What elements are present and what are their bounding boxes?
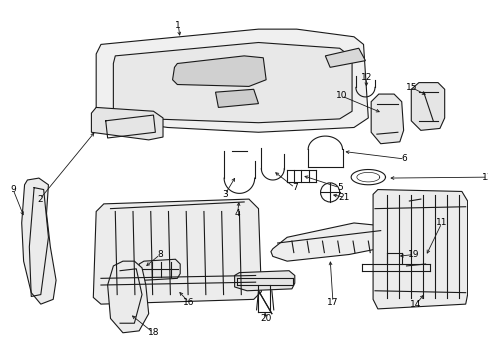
Text: 8: 8: [157, 250, 163, 259]
Text: 10: 10: [335, 91, 346, 100]
Text: 6: 6: [401, 154, 407, 163]
Text: 20: 20: [260, 314, 271, 323]
Polygon shape: [139, 259, 180, 280]
Text: 7: 7: [291, 183, 297, 192]
Polygon shape: [93, 199, 261, 304]
Polygon shape: [215, 89, 258, 107]
Polygon shape: [107, 261, 148, 333]
Polygon shape: [113, 42, 351, 123]
Text: 21: 21: [338, 193, 349, 202]
Text: 9: 9: [10, 185, 16, 194]
Text: 2: 2: [37, 195, 42, 204]
Text: 3: 3: [222, 190, 227, 199]
Polygon shape: [234, 271, 294, 291]
Text: 5: 5: [336, 183, 342, 192]
Polygon shape: [270, 223, 386, 261]
Text: 19: 19: [407, 250, 419, 259]
Text: 12: 12: [360, 73, 371, 82]
Polygon shape: [96, 29, 367, 132]
Text: 15: 15: [405, 83, 416, 92]
Text: 11: 11: [435, 219, 447, 228]
Text: 14: 14: [409, 300, 421, 309]
Polygon shape: [399, 192, 429, 280]
Polygon shape: [172, 56, 265, 86]
Text: 18: 18: [147, 328, 159, 337]
Text: 1: 1: [175, 21, 181, 30]
Polygon shape: [91, 107, 163, 140]
Text: 13: 13: [481, 173, 488, 182]
Text: 16: 16: [183, 298, 194, 307]
Polygon shape: [325, 48, 365, 67]
Circle shape: [406, 228, 415, 237]
Text: 17: 17: [326, 298, 338, 307]
Text: 4: 4: [234, 209, 240, 218]
Polygon shape: [21, 178, 56, 304]
Polygon shape: [410, 82, 444, 130]
Polygon shape: [370, 94, 403, 144]
Polygon shape: [372, 190, 467, 309]
